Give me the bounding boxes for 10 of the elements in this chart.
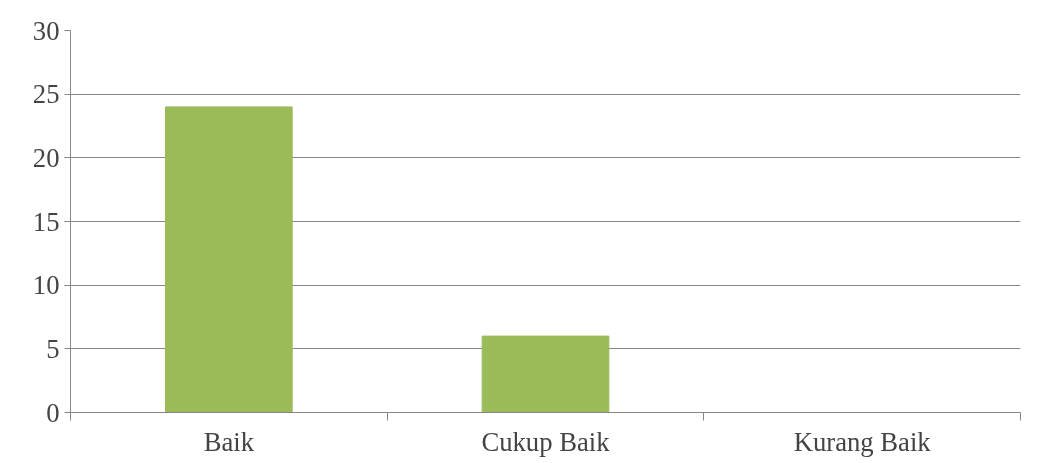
- y-tick-label: 5: [46, 333, 60, 364]
- x-tick-label: Cukup Baik: [481, 426, 611, 457]
- y-tick-label: 15: [32, 206, 60, 237]
- y-tick-label: 30: [32, 15, 60, 46]
- y-tick-label: 10: [32, 270, 60, 301]
- x-tick-label: Baik: [203, 426, 255, 457]
- y-tick-label: 0: [46, 397, 60, 428]
- x-tick-label: Kurang Baik: [793, 426, 932, 457]
- y-tick-label: 20: [32, 142, 60, 173]
- y-tick-label: 25: [32, 79, 60, 110]
